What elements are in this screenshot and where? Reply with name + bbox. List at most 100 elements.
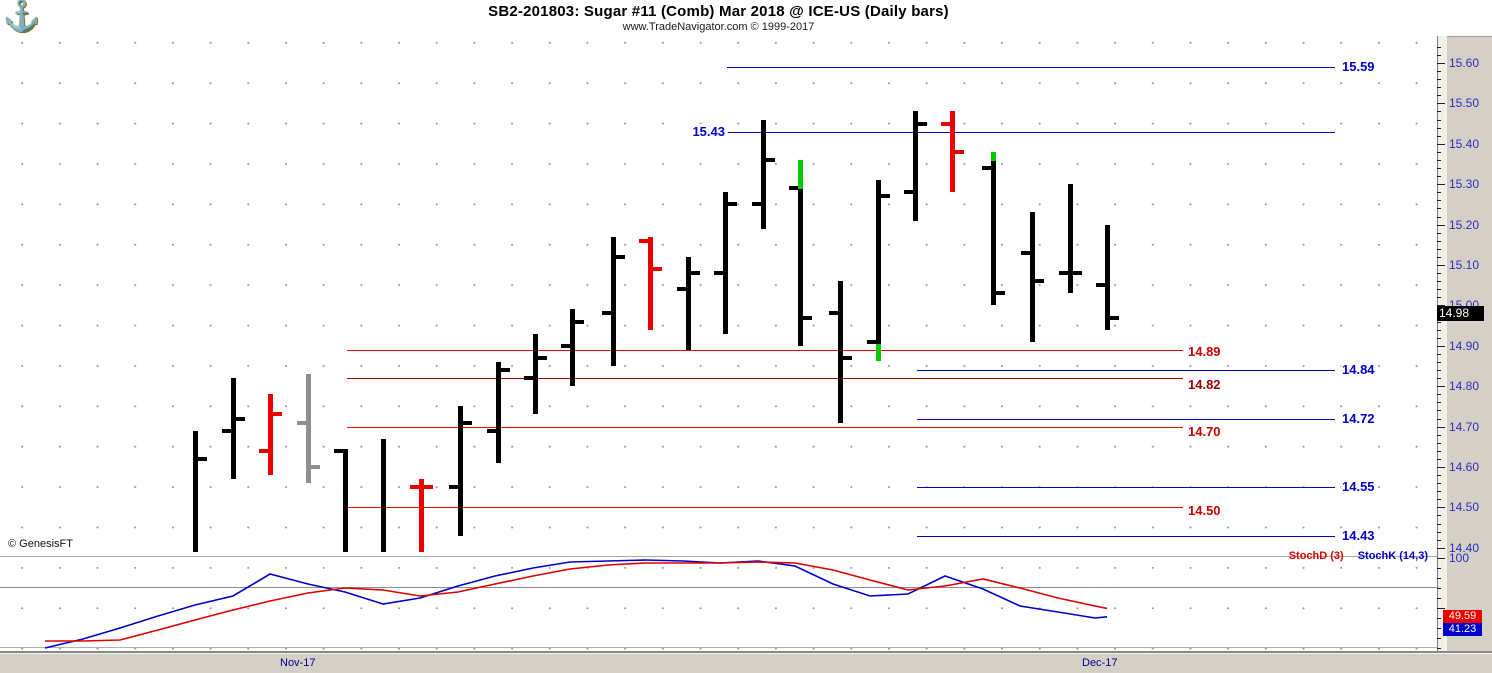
axis-minor-tick (1437, 111, 1441, 112)
axis-minor-tick (1437, 192, 1441, 193)
ohlc-bar (686, 256, 691, 350)
last-price-badge: 14.98 (1437, 306, 1484, 321)
stochastic-reference-line (0, 587, 1437, 588)
axis-minor-tick (1437, 338, 1441, 339)
axis-minor-tick (1437, 168, 1441, 169)
axis-minor-tick (1437, 79, 1441, 80)
close-tick (463, 420, 472, 425)
stochk-value-badge: 41.23 (1443, 623, 1482, 636)
ohlc-bar-green-segment (991, 151, 996, 161)
stochd-legend-label[interactable]: StochD (3) (1288, 550, 1344, 562)
ohlc-bar (1030, 212, 1035, 342)
level-label-14.84: 14.84 (1341, 362, 1376, 379)
ohlc-bar (876, 180, 881, 358)
level-line-14.84 (917, 370, 1335, 372)
level-label-14.50: 14.50 (1187, 503, 1222, 520)
level-label-14.72: 14.72 (1341, 410, 1376, 427)
close-tick (728, 202, 737, 207)
axis-minor-tick (1437, 435, 1441, 436)
open-tick (297, 420, 306, 425)
axis-minor-tick (1437, 281, 1441, 282)
axis-minor-tick (1437, 273, 1441, 274)
axis-major-tick (1437, 265, 1445, 266)
date-axis-strip[interactable]: Nov-17 Dec-17 (0, 651, 1492, 673)
ohlc-bar (838, 281, 843, 423)
close-tick (616, 254, 625, 259)
axis-minor-tick (1437, 257, 1441, 258)
stoch-line-StochD (45, 561, 1108, 642)
level-line-15.43 (728, 131, 1335, 133)
ohlc-bar (193, 430, 198, 552)
level-line-14.43 (917, 535, 1335, 537)
panel-separator (0, 556, 1437, 557)
close-tick (1110, 315, 1119, 320)
axis-minor-tick (1437, 378, 1441, 379)
ohlc-bar (798, 159, 803, 346)
open-tick (1096, 283, 1105, 288)
close-tick (955, 149, 964, 154)
stoch-axis-label-100: 100 (1449, 551, 1470, 565)
ohlc-bar (913, 111, 918, 221)
level-label-14.43: 14.43 (1341, 527, 1376, 544)
axis-minor-tick (1437, 136, 1441, 137)
ohlc-bar (343, 448, 348, 552)
stochk-legend-label[interactable]: StochK (14,3) (1357, 550, 1428, 562)
ohlc-bar (496, 361, 501, 463)
axis-major-tick (1437, 386, 1445, 387)
stoch-axis-tick (1437, 628, 1441, 629)
close-tick (803, 315, 812, 320)
stochd-value-badge: 49.59 (1443, 610, 1482, 623)
axis-major-tick (1437, 467, 1445, 468)
ohlc-bar (533, 333, 538, 415)
axis-major-tick (1437, 63, 1445, 64)
axis-minor-tick (1437, 540, 1441, 541)
open-tick (259, 448, 268, 453)
ohlc-bar (1068, 184, 1073, 294)
close-tick (843, 355, 852, 360)
axis-minor-tick (1437, 370, 1441, 371)
axis-minor-tick (1437, 176, 1441, 177)
ohlc-bar (268, 394, 273, 476)
ohlc-bar (761, 119, 766, 229)
axis-minor-tick (1437, 152, 1441, 153)
open-tick (714, 271, 723, 276)
stochastic-legend[interactable]: StochD (3) StochK (14,3) (1289, 550, 1428, 562)
axis-minor-tick (1437, 330, 1441, 331)
axis-minor-tick (1437, 322, 1441, 323)
open-tick (867, 339, 876, 344)
axis-minor-tick (1437, 524, 1441, 525)
axis-minor-tick (1437, 208, 1441, 209)
axis-major-tick (1437, 103, 1445, 104)
price-axis-label: 15.30 (1449, 177, 1480, 191)
sextant-logo-icon: ⚓ (3, 0, 41, 33)
axis-minor-tick (1437, 402, 1441, 403)
axis-minor-tick (1437, 120, 1441, 121)
stoch-axis-tick (1437, 638, 1441, 639)
axis-minor-tick (1437, 297, 1441, 298)
ohlc-bar (231, 378, 236, 480)
axis-minor-tick (1437, 475, 1441, 476)
price-axis-label: 15.60 (1449, 56, 1480, 70)
ohlc-bar (381, 438, 386, 552)
date-label-Nov-17: Nov-17 (280, 657, 316, 669)
stoch-axis-tick (1437, 648, 1441, 649)
price-plot-area[interactable]: 15.59 15.43 14.89 14.84 14.82 14.72 14.70 14.55… (0, 36, 1437, 651)
open-tick (789, 186, 798, 191)
price-axis-label: 14.80 (1449, 379, 1480, 393)
ohlc-bar-green-segment (798, 159, 803, 190)
axis-minor-tick (1437, 249, 1441, 250)
date-label-Dec-17: Dec-17 (1082, 657, 1118, 669)
stoch-axis-tick (1437, 618, 1441, 619)
price-axis-tick-column (1437, 36, 1447, 652)
stoch-axis-tick (1437, 588, 1441, 589)
chart-header: SB2-201803: Sugar #11 (Comb) Mar 2018 @ … (0, 0, 1437, 36)
price-axis-label: 15.50 (1449, 96, 1480, 110)
axis-minor-tick (1437, 354, 1441, 355)
ohlc-bar (306, 374, 311, 484)
open-tick (487, 428, 496, 433)
ohlc-bar (419, 479, 424, 552)
axis-major-tick (1437, 507, 1445, 508)
close-tick (691, 271, 700, 276)
close-tick (538, 355, 547, 360)
